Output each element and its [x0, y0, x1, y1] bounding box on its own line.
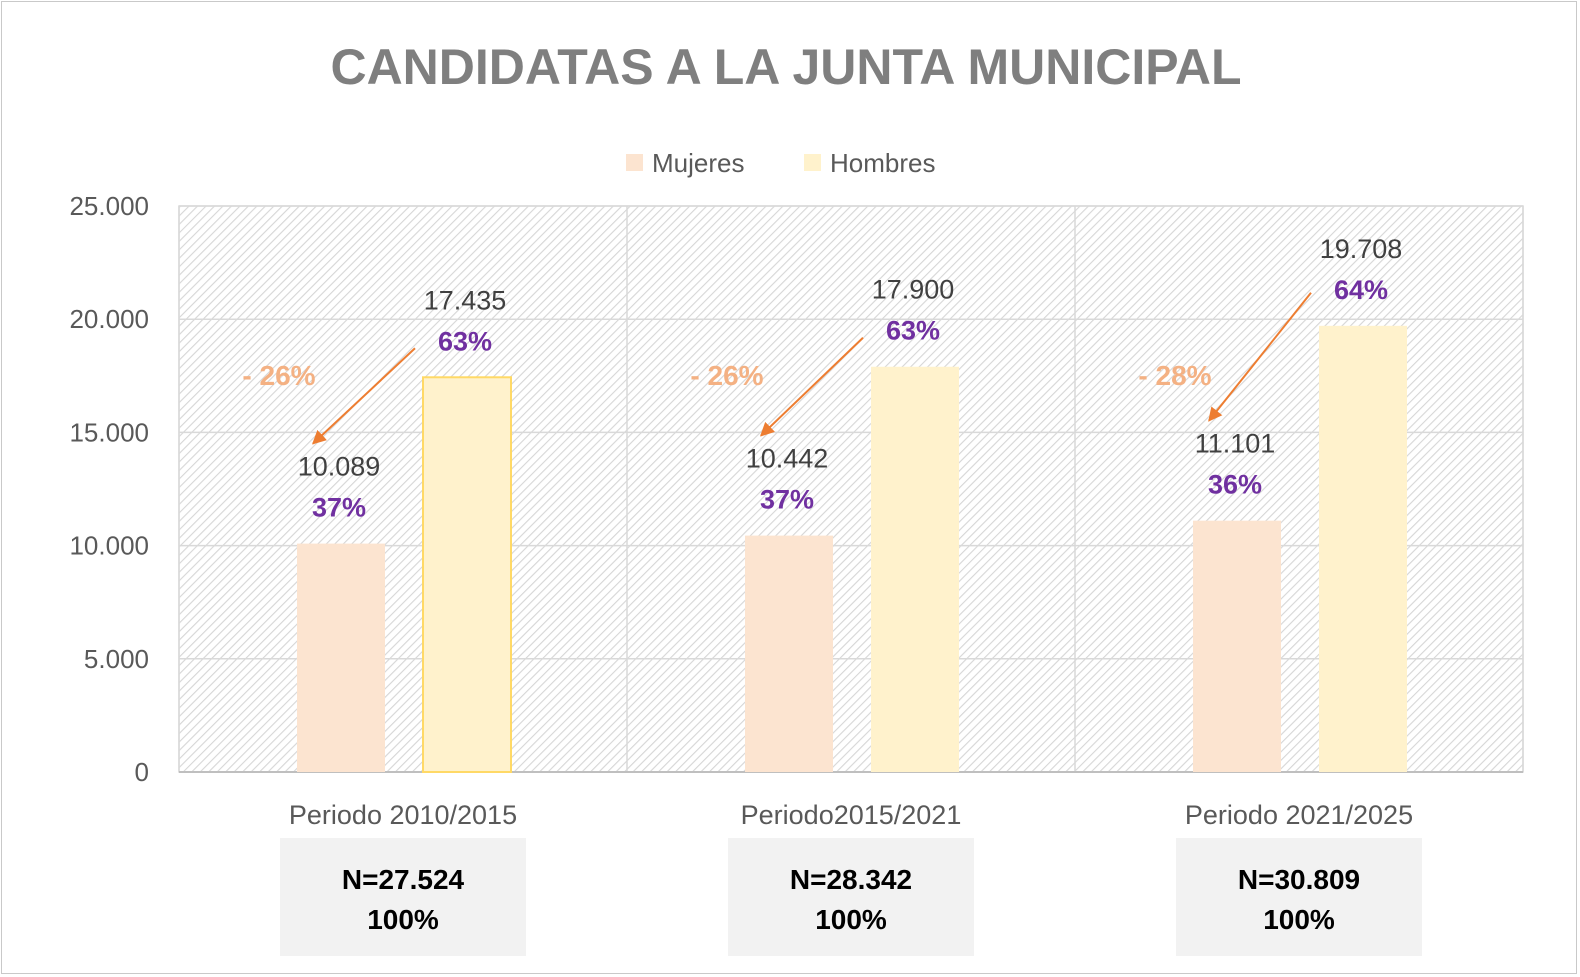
bars — [297, 325, 1407, 773]
bar-hombres — [1319, 325, 1407, 772]
gap-label: - 28% — [1138, 360, 1211, 391]
arrow — [1208, 292, 1312, 422]
total-box — [1176, 838, 1422, 956]
bar-mujeres — [1193, 520, 1281, 772]
bar-hombres — [422, 376, 512, 773]
arrow — [759, 337, 864, 437]
gap-label: - 26% — [242, 360, 315, 391]
value-label: 19.708 — [1320, 234, 1403, 264]
percent-label: 37% — [312, 493, 366, 523]
x-tick-label: Periodo 2021/2025 — [1185, 800, 1413, 830]
gridlines — [178, 205, 1524, 773]
y-tick-label: 25.000 — [69, 191, 149, 221]
total-pct-label: 100% — [367, 904, 439, 935]
percent-label: 37% — [760, 485, 814, 515]
value-label: 17.435 — [424, 285, 507, 315]
bar-hombres — [871, 366, 959, 772]
x-tick-label: Periodo 2010/2015 — [289, 800, 517, 830]
total-n-label: N=30.809 — [1238, 864, 1360, 895]
y-axis: 0 5.000 10.000 15.000 20.000 25.000 — [69, 191, 149, 787]
x-axis: Periodo 2010/2015 Periodo2015/2021 Periodo… — [289, 800, 1413, 830]
bar-mujeres — [745, 535, 833, 772]
arrow — [311, 347, 416, 445]
total-pct-label: 100% — [815, 904, 887, 935]
percent-label: 64% — [1334, 275, 1388, 305]
percent-label: 63% — [438, 326, 492, 356]
totals-boxes: N=27.524 100% N=28.342 100% N=30.809 100% — [280, 838, 1422, 956]
legend-swatch-0 — [626, 154, 643, 171]
percent-label: 36% — [1208, 470, 1262, 500]
value-label: 10.089 — [298, 452, 381, 482]
y-tick-label: 15.000 — [69, 417, 149, 447]
total-n-label: N=27.524 — [342, 864, 465, 895]
percent-label: 63% — [886, 316, 940, 346]
data-labels: 10.089 37% 17.435 63% - 26% 10.442 37% 17.900 63… — [242, 234, 1402, 523]
bar-mujeres — [297, 543, 385, 772]
legend-label-1: Hombres — [830, 148, 935, 178]
y-tick-label: 20.000 — [69, 304, 149, 334]
plot-area — [179, 206, 1523, 772]
chart-title: CANDIDATAS A LA JUNTA MUNICIPAL — [330, 39, 1241, 95]
total-n-label: N=28.342 — [790, 864, 912, 895]
total-box — [280, 838, 526, 956]
y-tick-label: 10.000 — [69, 531, 149, 561]
total-pct-label: 100% — [1263, 904, 1335, 935]
gap-label: - 26% — [690, 360, 763, 391]
value-label: 11.101 — [1195, 429, 1276, 459]
x-tick-label: Periodo2015/2021 — [741, 800, 962, 830]
legend-label-0: Mujeres — [652, 148, 744, 178]
total-box — [728, 838, 974, 956]
y-tick-label: 0 — [135, 757, 149, 787]
value-label: 10.442 — [746, 444, 829, 474]
y-tick-label: 5.000 — [84, 644, 149, 674]
value-label: 17.900 — [872, 275, 955, 305]
legend-swatch-1 — [804, 154, 821, 171]
legend: Mujeres Hombres — [626, 148, 935, 178]
